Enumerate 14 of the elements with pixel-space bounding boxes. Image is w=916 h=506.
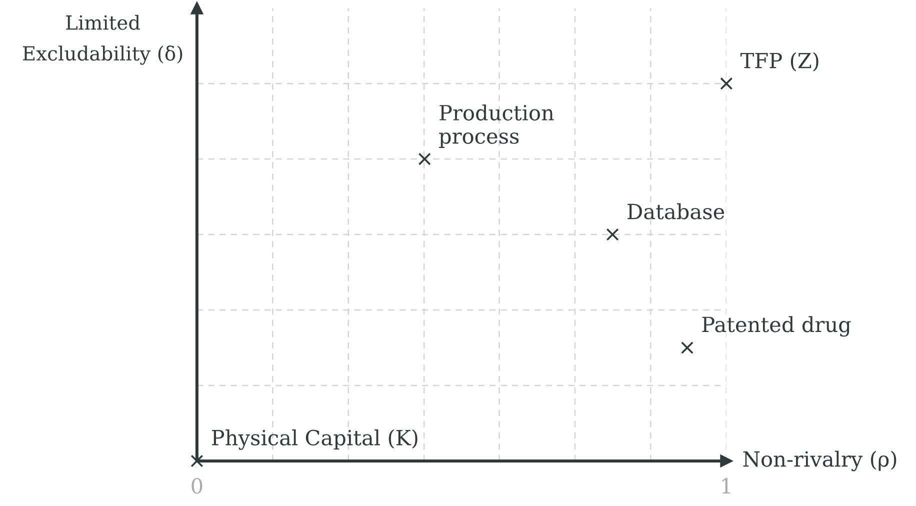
annotation: TFP (Z)	[740, 52, 818, 72]
point	[680, 341, 694, 354]
x-tick-label: 1	[722, 478, 730, 494]
y-axis-title: Limited Excludability (δ)	[22, 14, 182, 65]
annotation: Database	[628, 203, 724, 220]
x-axis-title: Non-rivalry (ρ)	[743, 450, 896, 472]
annotation: Physical Capital (K)	[212, 429, 418, 450]
point	[720, 77, 733, 90]
annotation: Patented drug	[702, 316, 851, 337]
point	[418, 152, 431, 166]
point	[190, 454, 204, 468]
annotation: Production process	[439, 104, 554, 148]
point	[606, 228, 619, 241]
x-tick-label: 0	[192, 478, 202, 494]
